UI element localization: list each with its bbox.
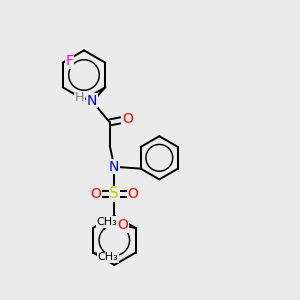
Text: O: O (122, 112, 133, 126)
Text: F: F (65, 54, 73, 68)
Text: CH₃: CH₃ (98, 252, 118, 262)
Text: H: H (75, 91, 85, 104)
Text: O: O (128, 187, 138, 201)
Text: O: O (90, 187, 101, 201)
Text: CH₃: CH₃ (97, 217, 118, 227)
Text: O: O (118, 218, 128, 232)
Text: N: N (87, 94, 97, 108)
Text: N: N (109, 160, 119, 174)
Text: S: S (110, 186, 119, 201)
